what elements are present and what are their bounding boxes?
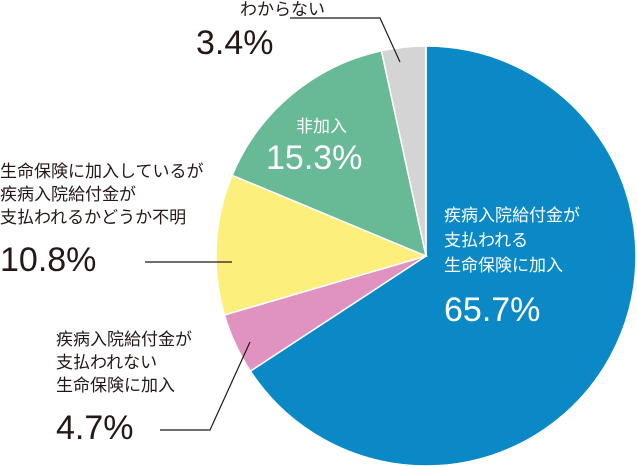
pie-slice bbox=[249, 45, 637, 466]
slice-label: 生命保険に加入 bbox=[56, 376, 175, 396]
value-label: 4.7% bbox=[56, 409, 134, 447]
slice-label: 非加入 bbox=[296, 117, 347, 137]
slice-label: 生命保険に加入しているが bbox=[0, 162, 204, 182]
value-label: 65.7% bbox=[444, 291, 540, 329]
leader-line bbox=[290, 17, 401, 63]
slice-label: 疾病入院給付金が bbox=[444, 206, 580, 226]
leader-line bbox=[160, 341, 251, 431]
pie-slice bbox=[215, 174, 429, 316]
slice-label: 生命保険に加入 bbox=[444, 256, 563, 276]
slice-label: 支払われない bbox=[56, 353, 157, 373]
slice-label: 疾病入院給付金が bbox=[56, 330, 192, 350]
pie-slice bbox=[231, 49, 428, 258]
slice-label: 疾病入院給付金が bbox=[0, 185, 136, 205]
value-label: 15.3% bbox=[266, 139, 362, 177]
value-label: 3.4% bbox=[196, 24, 274, 62]
value-label: 10.8% bbox=[0, 241, 96, 279]
slice-label: 支払われるかどうか不明 bbox=[0, 208, 186, 228]
slice-label: わからない bbox=[240, 0, 325, 20]
slice-label: 支払われる bbox=[444, 231, 528, 251]
pie-slice bbox=[380, 45, 427, 257]
